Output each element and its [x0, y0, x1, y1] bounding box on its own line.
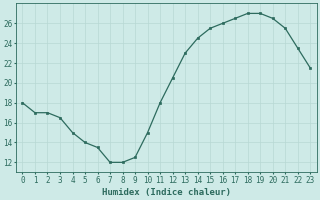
X-axis label: Humidex (Indice chaleur): Humidex (Indice chaleur): [102, 188, 231, 197]
